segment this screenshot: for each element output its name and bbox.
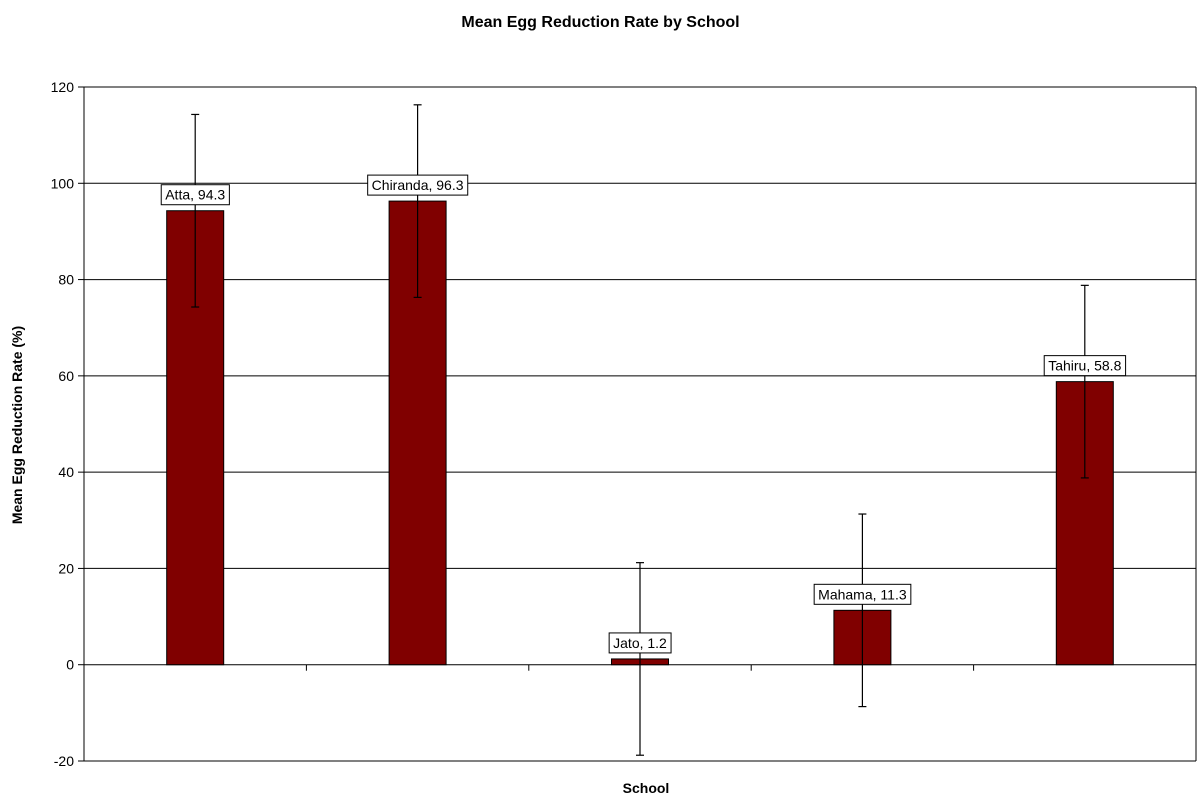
data-label-tahiru: Tahiru, 58.8 — [1043, 355, 1127, 377]
data-label-box — [160, 184, 230, 206]
y-tick-label: 100 — [51, 175, 75, 191]
data-label-box — [608, 632, 672, 654]
chart-title: Mean Egg Reduction Rate by School — [461, 14, 740, 31]
y-tick-label: 60 — [58, 368, 74, 384]
error-bars — [191, 104, 1089, 756]
data-label-box — [367, 174, 469, 196]
y-tick-label: 120 — [51, 79, 75, 95]
data-label-text: Tahiru, 58.8 — [1048, 358, 1121, 374]
data-label-text: Mahama, 11.3 — [818, 586, 907, 602]
data-label-mahama: Mahama, 11.3 — [813, 583, 912, 605]
y-tick-label: 0 — [66, 657, 74, 673]
y-tick-label: 20 — [58, 560, 74, 576]
data-label-text: Atta, 94.3 — [165, 187, 225, 203]
data-label-box — [813, 583, 912, 605]
data-label-atta: Atta, 94.3 — [160, 184, 230, 206]
data-label-box — [1043, 355, 1127, 377]
data-label-text: Jato, 1.2 — [613, 635, 667, 651]
data-label-chiranda: Chiranda, 96.3 — [367, 174, 469, 196]
data-labels: Atta, 94.3 Chiranda, 96.3 Jato, 1.2 Mahama,… — [160, 174, 1127, 654]
y-tick-label: 40 — [58, 464, 74, 480]
data-label-jato: Jato, 1.2 — [608, 632, 672, 654]
x-axis-title: School — [623, 780, 670, 796]
data-label-text: Chiranda, 96.3 — [372, 177, 464, 193]
axes: -20 0 20 40 60 80 100 120 — [51, 79, 1197, 769]
y-tick-label: 80 — [58, 272, 74, 288]
y-tick-label: -20 — [54, 753, 74, 769]
y-axis-title: Mean Egg Reduction Rate (%) — [9, 326, 25, 524]
